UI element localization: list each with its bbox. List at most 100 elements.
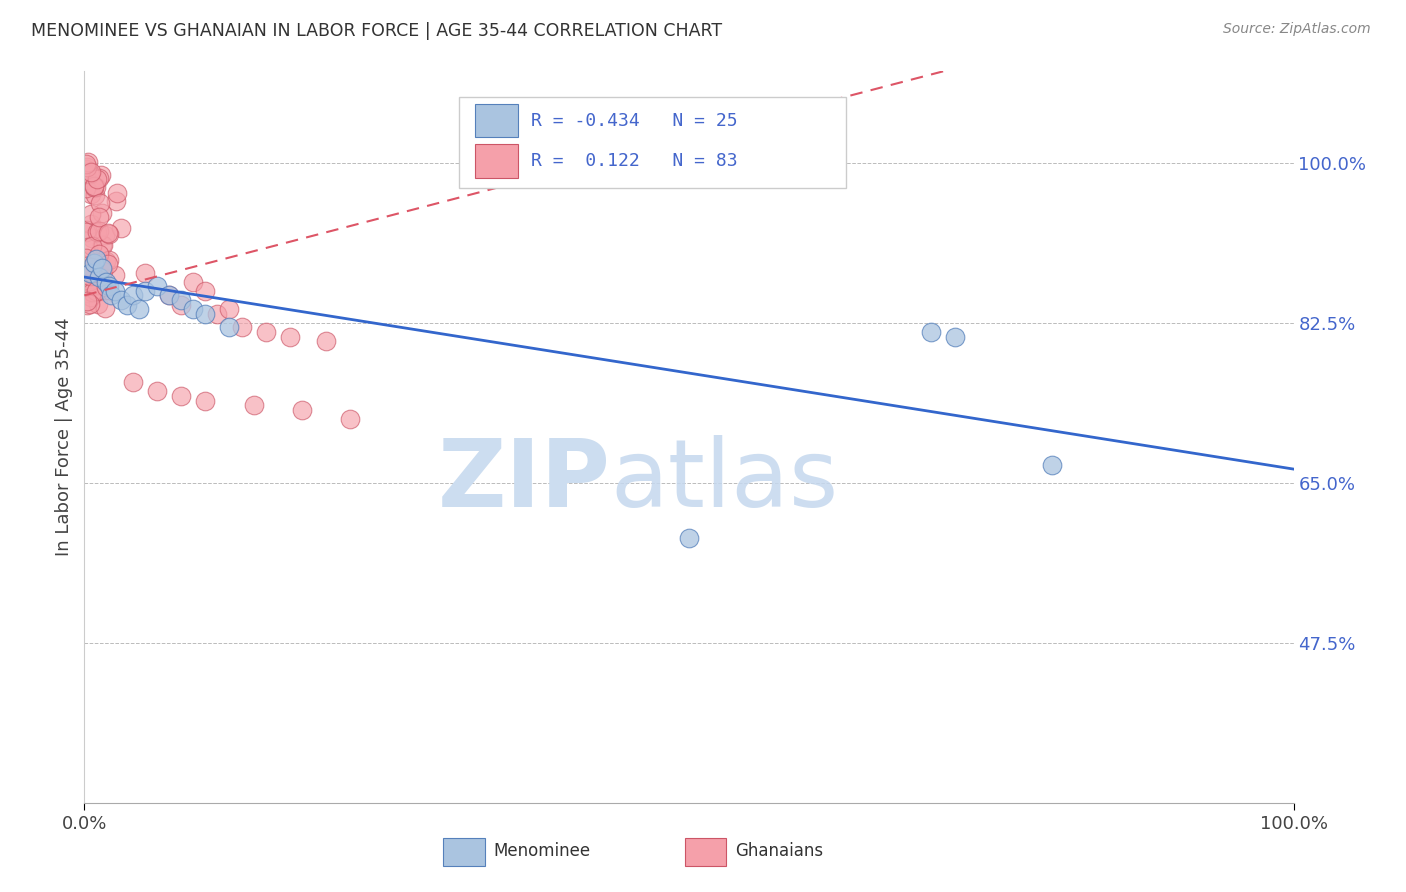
- Point: [121, 375, 143, 389]
- Point: [98, 253, 121, 268]
- Point: [84, 258, 107, 272]
- Point: [170, 389, 193, 403]
- Point: [87, 264, 110, 278]
- Point: [75, 168, 97, 182]
- Point: [83, 256, 105, 270]
- Point: [84, 284, 107, 298]
- Point: [75, 225, 97, 239]
- Point: [94, 227, 117, 242]
- Point: [91, 237, 114, 252]
- Point: [231, 320, 253, 334]
- Text: Source: ZipAtlas.com: Source: ZipAtlas.com: [1223, 22, 1371, 37]
- Point: [278, 329, 301, 343]
- Point: [75, 161, 97, 176]
- Point: [76, 285, 98, 300]
- Point: [80, 165, 103, 179]
- Point: [76, 223, 98, 237]
- Point: [134, 284, 156, 298]
- FancyBboxPatch shape: [475, 145, 519, 178]
- Point: [80, 290, 103, 304]
- Point: [146, 384, 169, 399]
- Point: [134, 266, 156, 280]
- Point: [87, 270, 110, 285]
- Point: [218, 320, 240, 334]
- Point: [105, 194, 128, 209]
- Point: [86, 225, 108, 239]
- Point: [678, 531, 700, 545]
- Point: [79, 218, 101, 232]
- Point: [943, 329, 966, 343]
- Point: [89, 170, 111, 185]
- Point: [90, 168, 112, 182]
- Point: [76, 298, 98, 312]
- Point: [194, 307, 217, 321]
- Point: [920, 325, 942, 339]
- Point: [79, 266, 101, 280]
- Point: [75, 251, 97, 265]
- Point: [79, 296, 101, 310]
- Point: [96, 257, 118, 271]
- Point: [105, 186, 128, 200]
- Point: [181, 275, 204, 289]
- Point: [97, 226, 120, 240]
- Point: [157, 288, 180, 302]
- Text: R =  0.122   N = 83: R = 0.122 N = 83: [530, 152, 737, 170]
- FancyBboxPatch shape: [460, 97, 846, 188]
- Point: [76, 259, 98, 273]
- Point: [242, 398, 264, 412]
- Point: [181, 301, 204, 317]
- Point: [157, 288, 180, 302]
- Point: [98, 227, 121, 241]
- Point: [82, 285, 104, 300]
- Point: [115, 297, 138, 311]
- Point: [84, 277, 107, 292]
- FancyBboxPatch shape: [685, 838, 727, 866]
- Point: [87, 224, 110, 238]
- Point: [80, 231, 103, 245]
- Text: ZIP: ZIP: [437, 435, 610, 527]
- Point: [799, 151, 821, 165]
- Text: Menominee: Menominee: [494, 842, 591, 860]
- Point: [104, 284, 127, 298]
- Point: [76, 294, 98, 309]
- Point: [194, 284, 217, 298]
- Point: [87, 247, 110, 261]
- Point: [315, 334, 337, 348]
- Point: [94, 280, 117, 294]
- Point: [80, 206, 103, 220]
- Text: Ghanaians: Ghanaians: [735, 842, 823, 860]
- Point: [90, 237, 112, 252]
- Text: atlas: atlas: [610, 435, 838, 527]
- Point: [82, 239, 104, 253]
- Point: [80, 266, 103, 280]
- Point: [110, 293, 132, 307]
- Point: [207, 307, 229, 321]
- Point: [97, 279, 120, 293]
- Point: [76, 160, 98, 174]
- Point: [94, 301, 117, 315]
- FancyBboxPatch shape: [475, 103, 519, 137]
- Point: [100, 288, 122, 302]
- Point: [79, 167, 101, 181]
- Point: [77, 155, 100, 169]
- Point: [79, 268, 101, 283]
- Point: [83, 180, 105, 194]
- Text: MENOMINEE VS GHANAIAN IN LABOR FORCE | AGE 35-44 CORRELATION CHART: MENOMINEE VS GHANAIAN IN LABOR FORCE | A…: [31, 22, 723, 40]
- Point: [91, 260, 114, 275]
- Point: [194, 393, 217, 408]
- Point: [1040, 458, 1063, 472]
- Point: [89, 254, 111, 268]
- Point: [94, 275, 117, 289]
- Point: [86, 297, 108, 311]
- Point: [83, 178, 105, 193]
- Point: [79, 165, 101, 179]
- Point: [218, 301, 240, 317]
- Point: [84, 188, 107, 202]
- Point: [87, 210, 110, 224]
- FancyBboxPatch shape: [443, 838, 485, 866]
- Point: [91, 264, 114, 278]
- Point: [91, 206, 114, 220]
- Text: R = -0.434   N = 25: R = -0.434 N = 25: [530, 112, 737, 129]
- Point: [86, 268, 108, 282]
- Point: [93, 284, 115, 298]
